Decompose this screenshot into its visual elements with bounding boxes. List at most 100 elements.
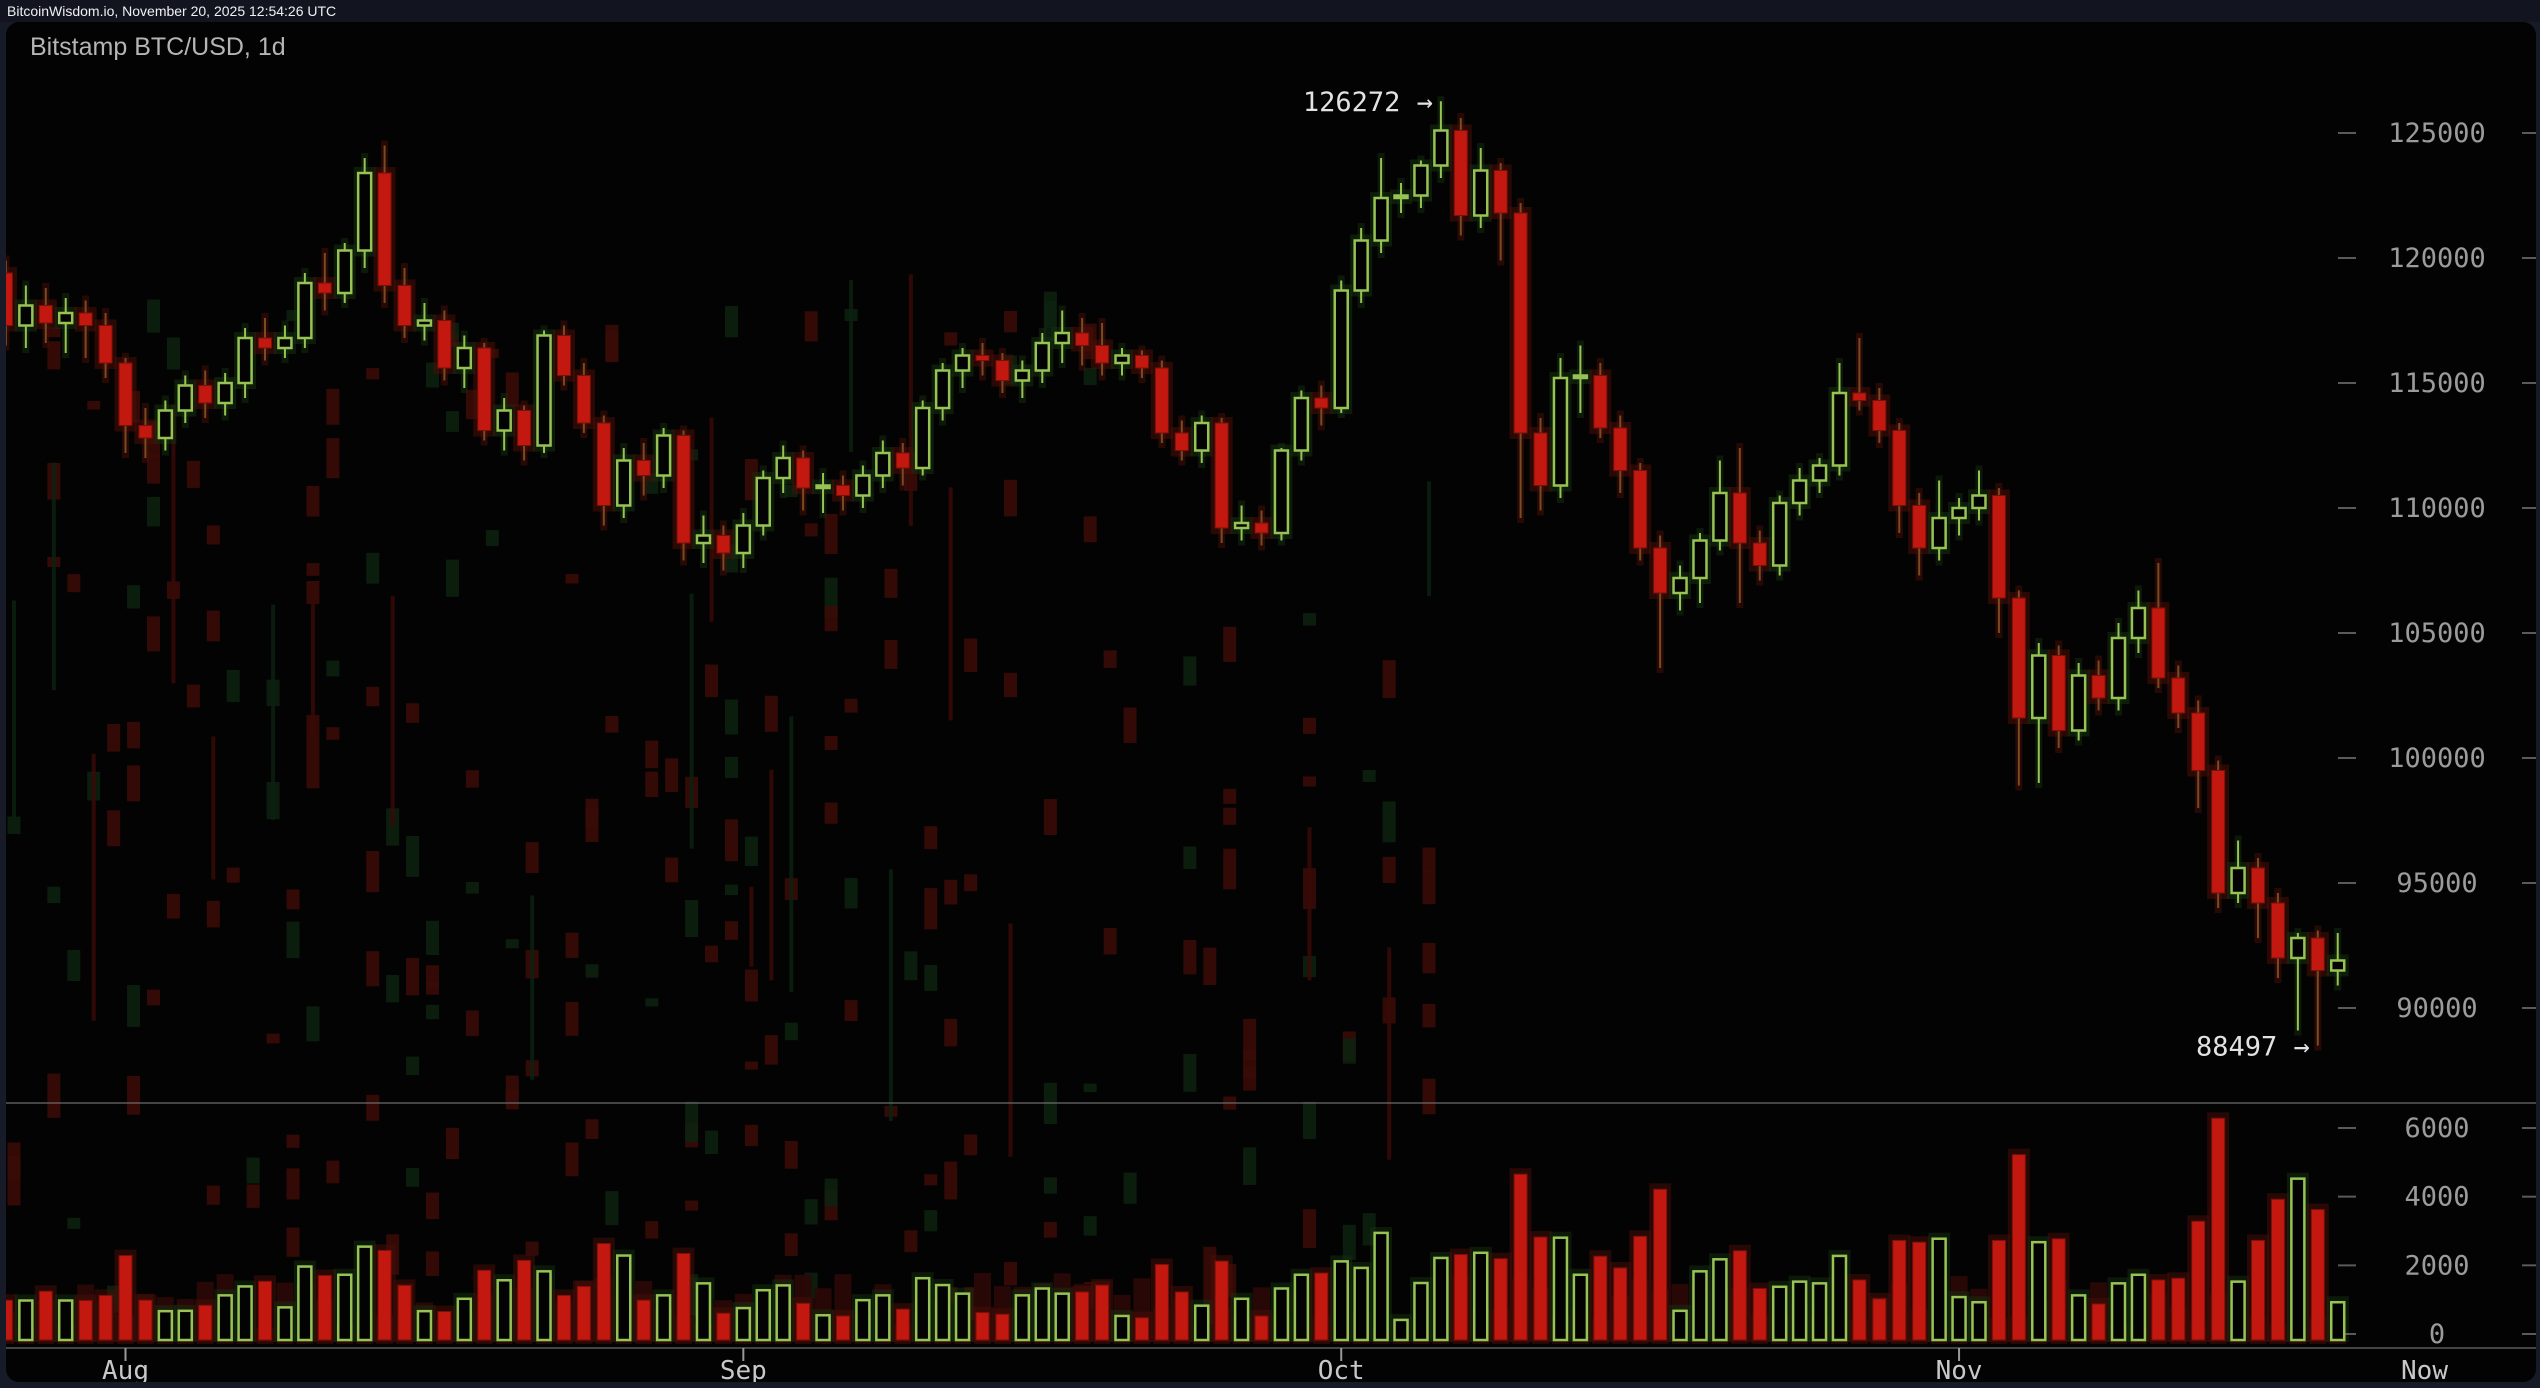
candle-body-down	[397, 285, 412, 326]
ghost-bar	[226, 669, 240, 703]
candle-body-down	[835, 485, 850, 496]
ghost-bar	[645, 998, 659, 1007]
volume-bar	[1034, 1287, 1051, 1342]
volume-bar	[1852, 1279, 1867, 1341]
volume-bar	[198, 1304, 213, 1341]
ghost-bar	[1243, 1066, 1257, 1091]
candle-body-up	[1931, 516, 1947, 550]
ghost-bar	[764, 695, 778, 732]
volume-bar	[416, 1309, 433, 1342]
candle-body-down	[1513, 212, 1528, 434]
ghost-bar	[924, 1210, 938, 1232]
ghost-bar	[565, 573, 579, 584]
candle-body-up	[356, 171, 373, 252]
ghost-bar	[266, 1033, 280, 1044]
ghost-bar	[306, 756, 320, 789]
volume-bar	[1791, 1280, 1808, 1342]
ghost-wick	[709, 417, 714, 622]
volume-bar	[258, 1280, 273, 1341]
ghost-bar	[944, 879, 958, 905]
ghost-bar	[804, 311, 818, 342]
volume-bar	[57, 1299, 74, 1342]
volume-bar	[2310, 1209, 2325, 1341]
ghost-bar	[326, 388, 340, 425]
volume-bar	[716, 1312, 731, 1341]
candle-body-down	[1493, 170, 1508, 214]
ghost-bar	[445, 411, 459, 432]
ghost-wick	[51, 462, 56, 691]
x-axis-month-label: Aug	[102, 1356, 149, 1382]
ghost-bar	[804, 1199, 818, 1225]
candle-body-down	[2251, 867, 2266, 904]
candle-body-up	[655, 434, 672, 477]
ghost-bar	[1043, 1221, 1057, 1238]
ghost-bar	[1302, 717, 1316, 734]
ghost-wick	[310, 603, 315, 737]
candle-body-down	[377, 172, 392, 286]
candle-body-up	[1413, 164, 1429, 197]
volume-bar	[477, 1269, 492, 1341]
candle-body-up	[1831, 391, 1848, 467]
ghost-bar	[107, 810, 121, 847]
candle-body-up	[1672, 576, 1688, 595]
candle-body-up	[1114, 354, 1130, 365]
x-axis-month-label: Sep	[720, 1356, 767, 1382]
ghost-bar	[1083, 1083, 1097, 1093]
ghost-bar	[206, 525, 220, 545]
ghost-bar	[286, 1227, 300, 1257]
ghost-bar	[904, 951, 918, 981]
candle-body-down	[2151, 607, 2166, 679]
ghost-bar	[1123, 707, 1137, 743]
volume-bar	[1154, 1263, 1169, 1341]
ghost-bar	[1183, 846, 1197, 870]
volume-bar	[336, 1273, 353, 1342]
ghost-bar	[685, 900, 699, 938]
volume-bar	[1732, 1250, 1747, 1341]
ghost-wick	[908, 274, 913, 526]
candle-body-down	[1732, 492, 1747, 544]
candle-body-down	[1533, 432, 1548, 486]
candle-body-up	[755, 476, 772, 527]
ghost-bar	[1342, 1038, 1356, 1064]
y-axis-label: 110000	[2388, 493, 2486, 524]
ghost-bar	[147, 616, 161, 652]
ghost-bar	[1382, 856, 1396, 883]
candle-body-up	[1193, 421, 1210, 452]
volume-bar	[1653, 1188, 1668, 1341]
ghost-bar	[685, 1200, 699, 1211]
volume-bar	[914, 1276, 931, 1342]
volume-axis-label: 2000	[2404, 1250, 2469, 1281]
ghost-bar	[904, 1230, 918, 1253]
candle-body-up	[1014, 369, 1031, 382]
volume-bar	[735, 1306, 752, 1342]
ghost-bar	[147, 453, 161, 484]
candle-body-up	[297, 281, 313, 340]
ghost-wick	[91, 753, 96, 1021]
candle-body-up	[1273, 449, 1290, 535]
ghost-wick	[1387, 947, 1392, 1160]
ghost-bar	[944, 332, 958, 346]
ghost-bar	[724, 306, 738, 338]
volume-bar	[2091, 1303, 2106, 1341]
ghost-bar	[47, 886, 61, 904]
candle-body-up	[1034, 341, 1051, 372]
volume-bar	[815, 1314, 831, 1342]
price-volume-chart[interactable]: 125000 120000 115000 110000 105000 100000 9500…	[6, 22, 2536, 1382]
ghost-bar	[645, 1221, 659, 1239]
candle-body-up	[2031, 654, 2047, 720]
candle-body-up	[954, 354, 971, 372]
ghost-bar	[445, 559, 459, 597]
ghost-bar	[426, 920, 440, 955]
candle-body-up	[456, 346, 473, 370]
ghost-wick	[749, 886, 754, 967]
candle-body-up	[2130, 606, 2147, 640]
volume-bar	[1054, 1292, 1070, 1342]
candle-body-up	[1791, 479, 1808, 505]
ghost-bar	[7, 816, 21, 834]
volume-bar	[317, 1274, 332, 1341]
candle-body-down	[995, 360, 1010, 381]
ghost-bar	[47, 327, 61, 338]
candle-body-up	[1333, 289, 1349, 410]
ghost-bar	[366, 851, 380, 893]
ghost-bar	[386, 808, 400, 846]
